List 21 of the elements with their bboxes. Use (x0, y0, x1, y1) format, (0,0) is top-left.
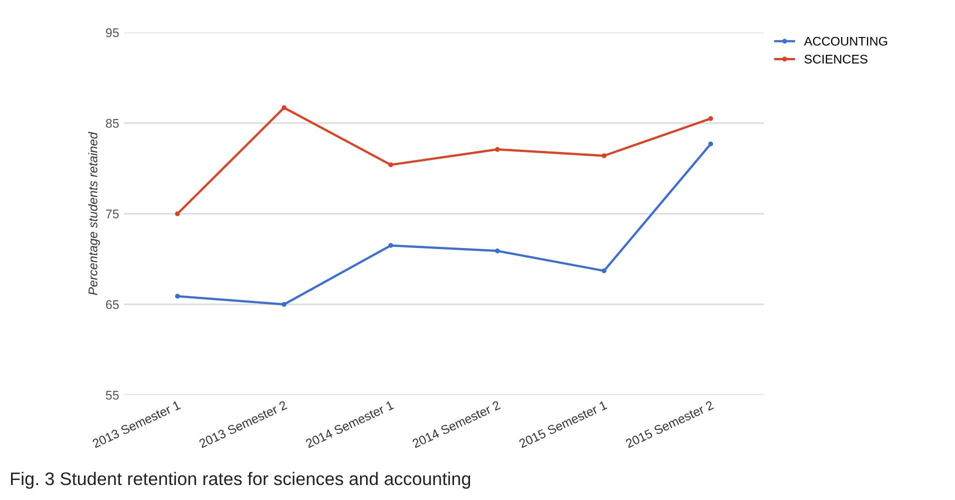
point (388, 243, 394, 248)
point (175, 294, 180, 299)
point (494, 248, 500, 254)
y-tick-label: 55 (106, 390, 119, 400)
point (282, 302, 287, 307)
legend-label: ACCOUNTING (804, 36, 888, 46)
y-tick-label: 85 (106, 118, 119, 128)
point (175, 211, 180, 216)
y-tick-label: 95 (106, 28, 119, 38)
point (494, 146, 500, 152)
point (388, 162, 394, 168)
point (602, 268, 606, 274)
point (282, 105, 287, 110)
point (708, 116, 714, 122)
point (602, 153, 606, 158)
legend-label: SCIENCES (804, 54, 868, 64)
y-axis-title: Percentage students retained (88, 132, 100, 296)
point (708, 142, 714, 146)
caption: Fig. 3 Student retention rates for sciences and accounting (11, 472, 470, 489)
y-tick-label: 65 (106, 300, 119, 310)
y-tick-label: 75 (106, 210, 119, 218)
